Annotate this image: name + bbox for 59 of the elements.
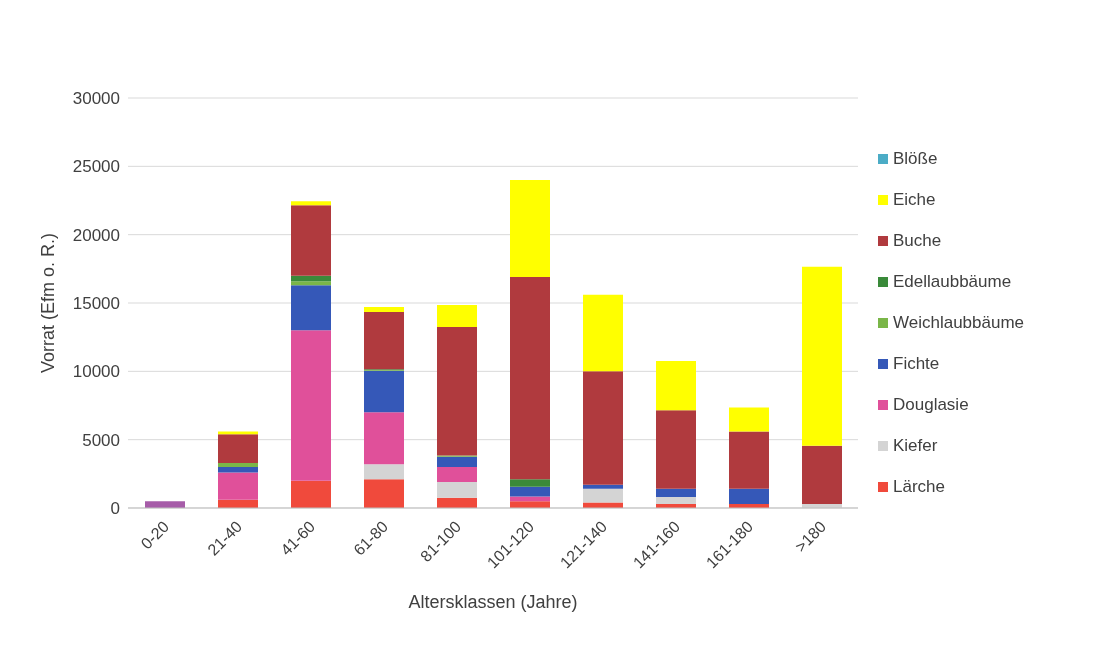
bar	[729, 488, 769, 504]
bar	[510, 479, 550, 487]
bar	[437, 482, 477, 498]
bar	[218, 467, 258, 473]
legend-label: Kiefer	[893, 436, 938, 456]
bar	[364, 479, 404, 508]
y-tick-label: 15000	[72, 294, 120, 314]
bar	[802, 266, 842, 446]
bar	[437, 305, 477, 327]
y-tick-label: 5000	[82, 430, 120, 450]
bar	[510, 496, 550, 502]
legend-label: Douglasie	[893, 395, 969, 415]
bar	[291, 480, 331, 508]
legend-label: Lärche	[893, 477, 945, 497]
bar	[218, 431, 258, 435]
legend-label: Fichte	[893, 354, 940, 374]
bar	[291, 330, 331, 481]
x-axis-title: Altersklassen (Jahre)	[408, 592, 578, 612]
bar	[510, 277, 550, 480]
bar	[218, 472, 258, 500]
bar	[510, 180, 550, 278]
bar	[583, 484, 623, 489]
bar	[583, 488, 623, 503]
bar	[291, 201, 331, 206]
bar	[656, 361, 696, 411]
bar	[583, 294, 623, 372]
bar	[364, 412, 404, 465]
bar	[218, 434, 258, 463]
bar	[729, 407, 769, 432]
y-tick-label: 10000	[72, 362, 120, 382]
bar	[364, 370, 404, 413]
bar	[291, 205, 331, 276]
bar	[291, 285, 331, 331]
bar	[218, 462, 258, 467]
bar	[364, 464, 404, 480]
y-axis-title: Vorrat (Efm o. R.)	[38, 232, 59, 374]
legend-label: Buche	[893, 231, 942, 251]
bar	[364, 311, 404, 370]
bar	[437, 326, 477, 456]
bar	[510, 486, 550, 497]
bar	[437, 456, 477, 467]
bar	[364, 307, 404, 312]
legend-label: Blöße	[893, 149, 938, 169]
bar	[802, 445, 842, 504]
bar	[291, 275, 331, 282]
bar	[656, 488, 696, 498]
bar	[291, 281, 331, 286]
bar	[729, 431, 769, 489]
y-tick-label: 30000	[72, 89, 120, 109]
legend-label: Edellaubbäume	[893, 272, 1012, 292]
y-tick-label: 0	[110, 499, 120, 519]
bar	[437, 467, 477, 483]
y-tick-label: 25000	[72, 157, 120, 177]
legend-label: Weichlaubbäume	[893, 313, 1025, 333]
legend-label: Eiche	[893, 190, 936, 210]
bar	[656, 410, 696, 489]
bar	[656, 497, 696, 504]
bar	[583, 371, 623, 485]
y-tick-label: 20000	[72, 225, 120, 245]
